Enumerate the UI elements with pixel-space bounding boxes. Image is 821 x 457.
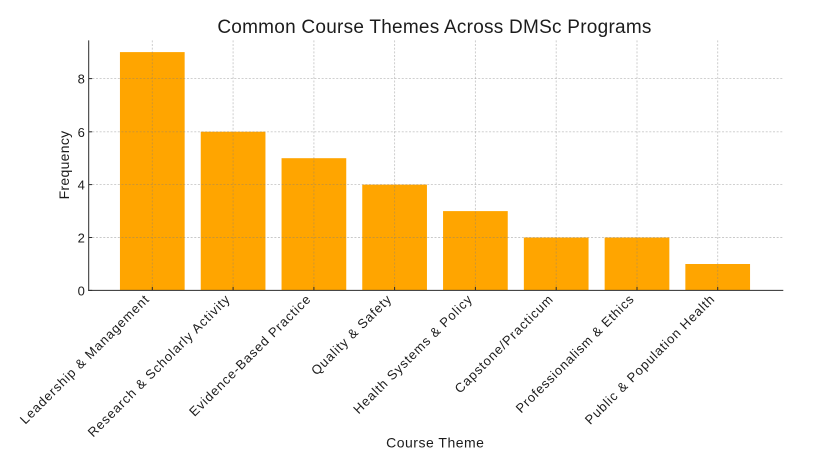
svg-text:Research & Scholarly Activity: Research & Scholarly Activity (85, 291, 234, 440)
svg-text:Frequency: Frequency (56, 131, 72, 200)
svg-text:Public & Population Health: Public & Population Health (582, 291, 718, 427)
svg-text:Course Theme: Course Theme (386, 434, 484, 450)
svg-text:2: 2 (78, 231, 85, 246)
svg-text:Quality & Safety: Quality & Safety (308, 291, 395, 378)
svg-text:Common Course Themes Across DM: Common Course Themes Across DMSc Program… (217, 17, 651, 38)
svg-text:6: 6 (78, 125, 85, 140)
svg-text:Leadership & Management: Leadership & Management (17, 291, 153, 427)
svg-text:8: 8 (78, 72, 85, 87)
svg-text:0: 0 (78, 283, 85, 298)
svg-text:4: 4 (78, 178, 85, 193)
